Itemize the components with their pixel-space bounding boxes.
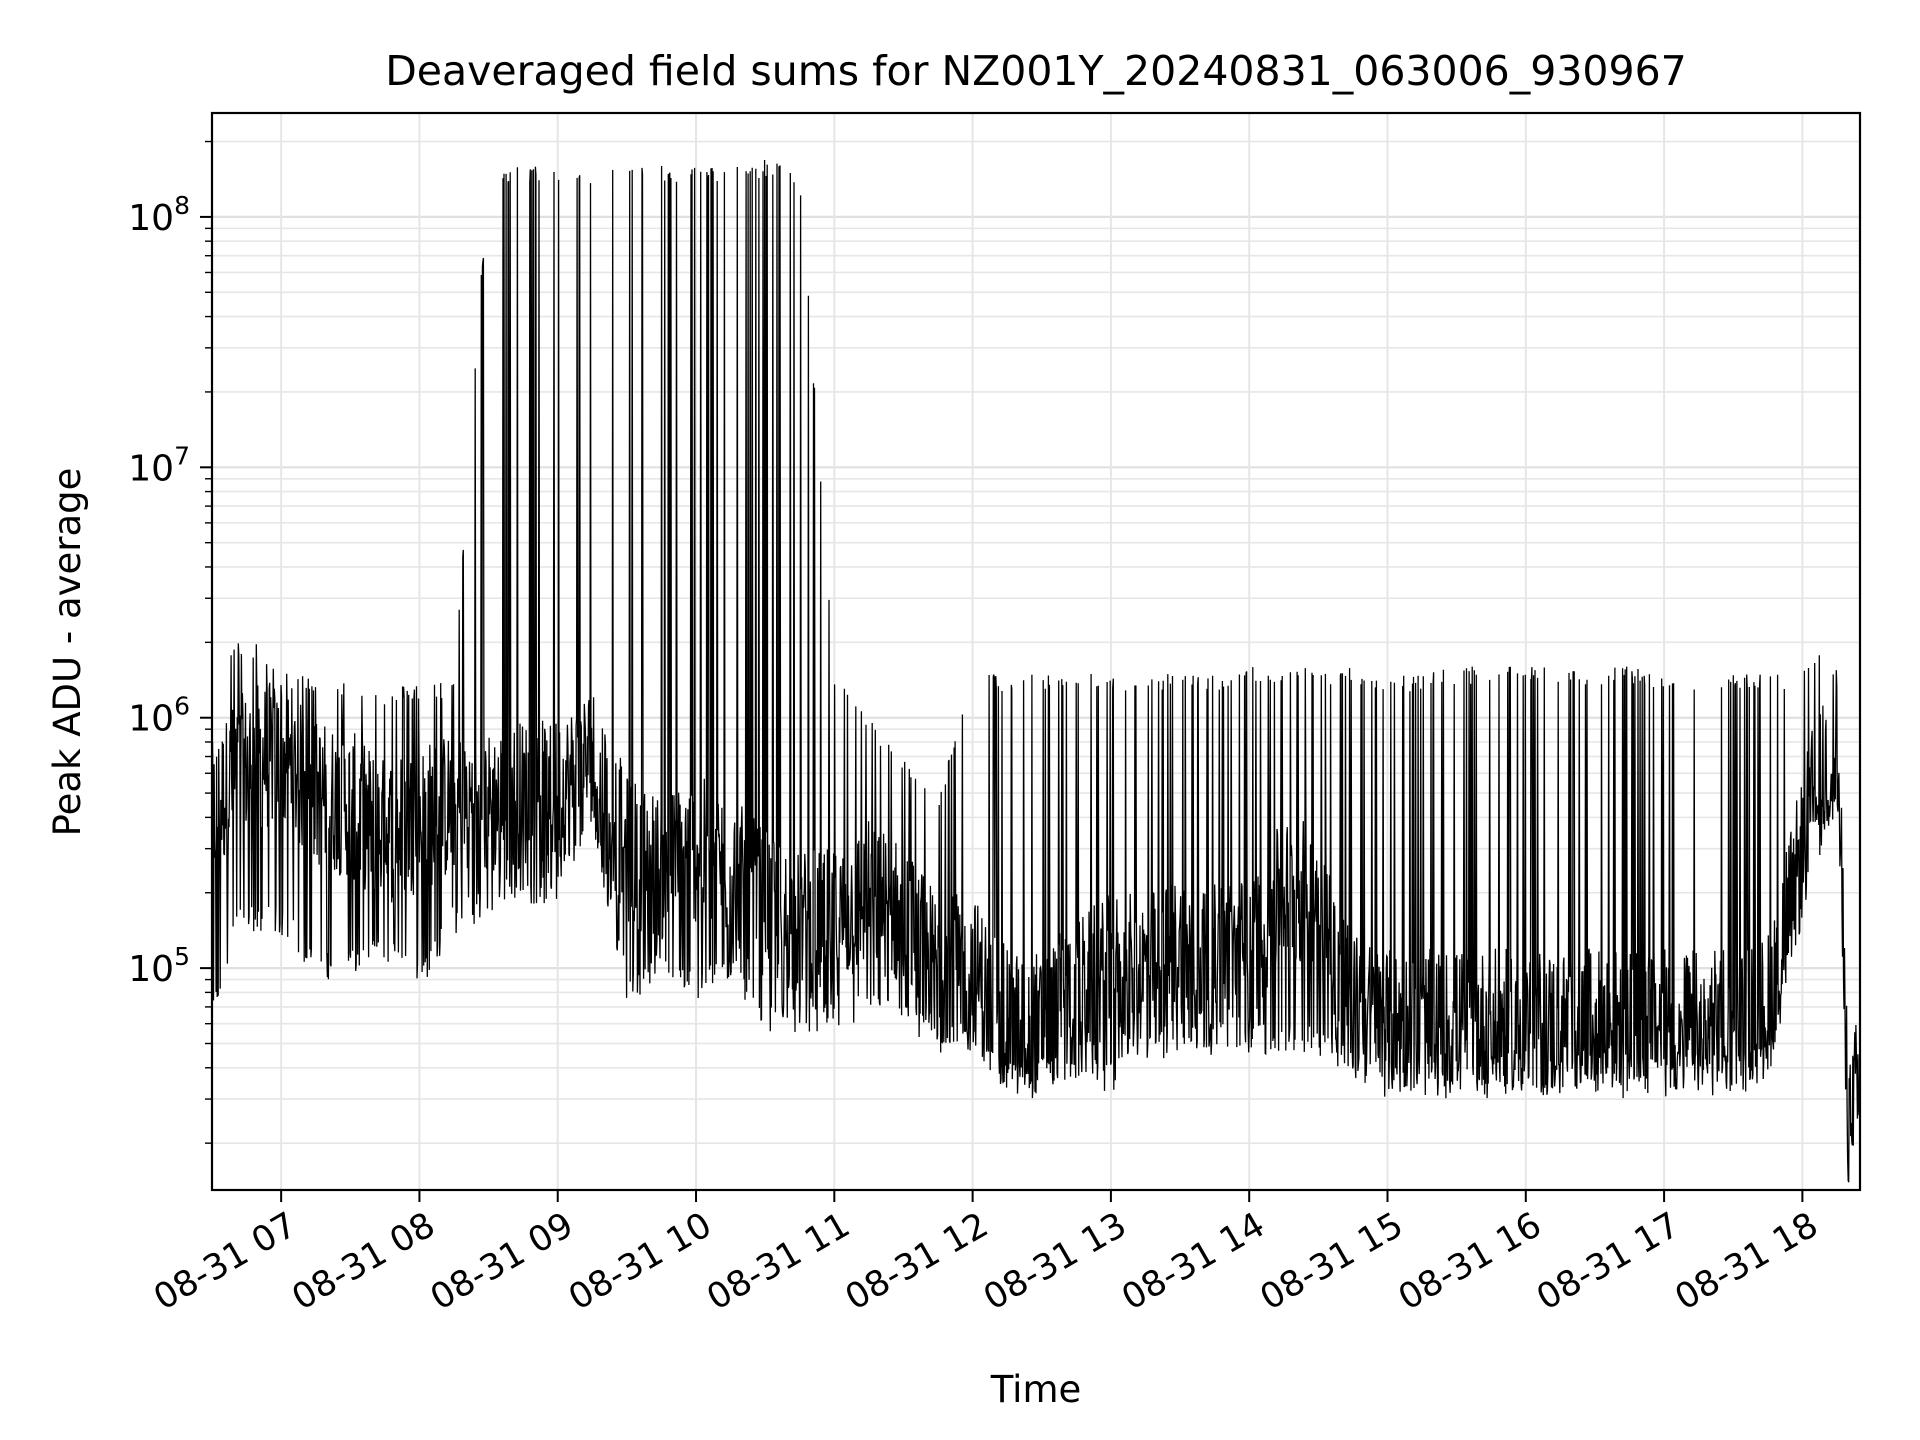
- y-tick-label: 106: [128, 692, 190, 740]
- series-line: [212, 159, 1860, 1183]
- y-axis-label: Peak ADU - average: [46, 468, 89, 837]
- y-tick-label: 105: [128, 942, 190, 990]
- y-axis: 105 106 107 108: [128, 140, 212, 1144]
- plot-frame: [210, 111, 1862, 1192]
- chart-title: Deaveraged field sums for NZ001Y_2024083…: [385, 47, 1687, 95]
- series-layer: [212, 159, 1860, 1183]
- x-axis-label: Time: [990, 1368, 1082, 1411]
- y-tick-label: 107: [128, 441, 190, 489]
- y-tick-label: 108: [128, 191, 190, 239]
